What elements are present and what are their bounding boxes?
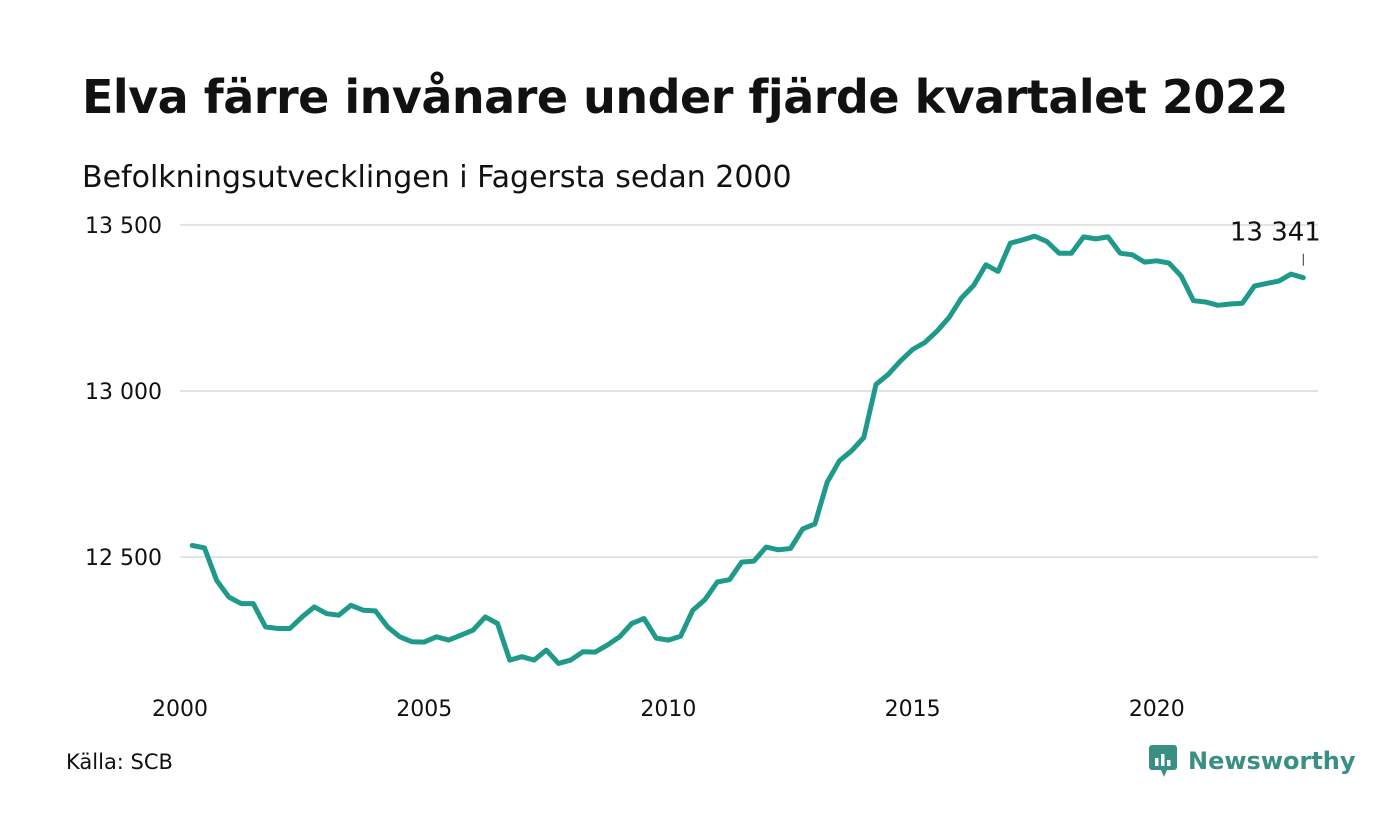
end-value-label: 13 341 — [1230, 218, 1321, 248]
newsworthy-logo-icon — [1149, 745, 1177, 777]
source-note: Källa: SCB — [66, 750, 173, 774]
chart-subtitle: Befolkningsutvecklingen i Fagersta sedan… — [82, 160, 792, 195]
x-tick-label: 2005 — [396, 697, 452, 722]
population-series-line — [189, 233, 1306, 666]
brand-name: Newsworthy — [1188, 747, 1356, 775]
x-tick-label: 2015 — [885, 697, 941, 722]
y-tick-label: 13 000 — [85, 380, 162, 405]
chart-title: Elva färre invånare under fjärde kvartal… — [82, 70, 1288, 124]
x-tick-label: 2000 — [152, 697, 208, 722]
y-tick-label: 12 500 — [85, 546, 162, 571]
y-tick-label: 13 500 — [85, 214, 162, 239]
x-tick-label: 2020 — [1129, 697, 1185, 722]
x-tick-label: 2010 — [640, 697, 696, 722]
brand-logo: Newsworthy — [1148, 744, 1356, 778]
